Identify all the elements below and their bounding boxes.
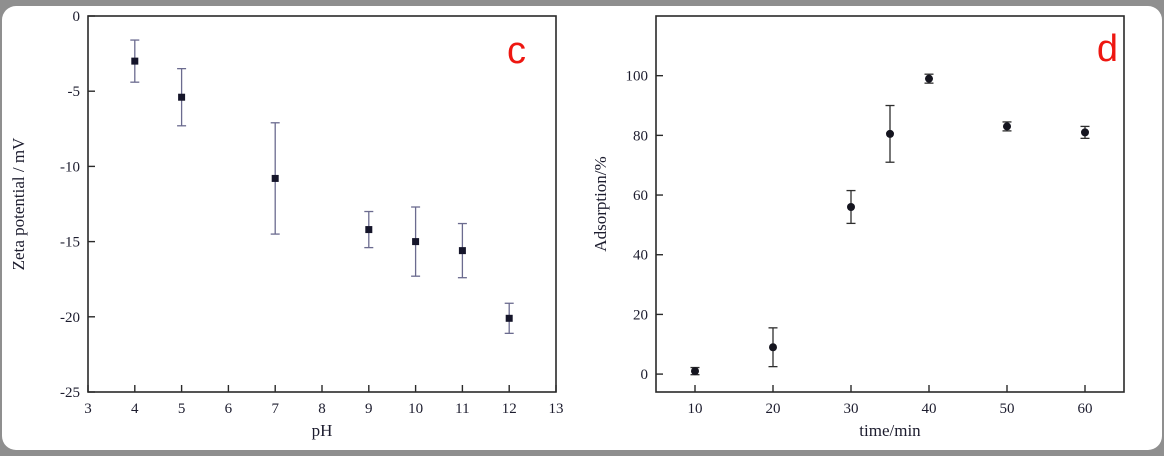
x-tick-label: 7 (271, 401, 279, 417)
x-tick-label: 6 (225, 401, 233, 417)
data-points (691, 74, 1089, 376)
x-tick-label: 50 (1000, 401, 1015, 417)
data-point (412, 238, 420, 246)
y-tick-label: -15 (60, 235, 80, 251)
y-tick-label: -25 (60, 385, 80, 401)
x-tick-label: 10 (408, 401, 423, 417)
data-point (847, 202, 855, 211)
chart-panel-c: 3 4 5 6 7 8 9 10 11 12 13 0 -5 -10 -15 -20 -25 pH Zeta pot… (2, 6, 584, 450)
data-point (1003, 122, 1011, 131)
x-tick-label: 4 (131, 401, 139, 417)
data-point (458, 247, 466, 255)
y-axis-ticks: 0 20 40 60 80 100 (626, 69, 663, 383)
error-bars (130, 39, 514, 334)
data-point (131, 57, 139, 65)
x-tick-label: 60 (1078, 401, 1093, 417)
adsorption-vs-time-chart: 10 20 30 40 50 60 0 20 40 60 80 100 time/min Adsorpti… (591, 15, 1125, 440)
error-bars (690, 73, 1090, 376)
y-tick-label: 0 (641, 367, 649, 383)
data-point (1081, 128, 1089, 137)
y-axis-label: Zeta potential / mV (9, 137, 28, 270)
y-tick-label: 80 (633, 128, 648, 144)
panel-label-d: d (1096, 28, 1118, 70)
data-point (178, 93, 186, 101)
x-axis-ticks: 3 4 5 6 7 8 9 10 11 12 13 (84, 385, 564, 417)
plot-frame (87, 15, 557, 393)
x-tick-label: 9 (365, 401, 373, 417)
data-point (886, 129, 894, 138)
figure-sheet: 3 4 5 6 7 8 9 10 11 12 13 0 -5 -10 -15 -20 -25 pH Zeta pot… (2, 6, 1162, 450)
x-tick-label: 3 (84, 401, 92, 417)
y-axis-ticks: 0 -5 -10 -15 -20 -25 (60, 9, 95, 401)
y-tick-label: 0 (73, 9, 81, 25)
y-tick-label: 100 (626, 69, 649, 85)
y-tick-label: -10 (60, 159, 80, 175)
x-tick-label: 30 (844, 401, 859, 417)
x-tick-label: 11 (455, 401, 469, 417)
x-axis-ticks: 10 20 30 40 50 60 (688, 385, 1093, 417)
x-tick-label: 8 (318, 401, 326, 417)
data-point (925, 74, 933, 83)
x-tick-label: 5 (178, 401, 186, 417)
data-point (271, 174, 279, 182)
x-axis-label: pH (312, 421, 333, 440)
data-point (769, 343, 777, 352)
x-tick-label: 10 (688, 401, 703, 417)
x-tick-label: 40 (922, 401, 937, 417)
y-tick-label: -20 (60, 310, 80, 326)
plot-frame (655, 15, 1125, 393)
data-point (505, 314, 513, 322)
y-axis-label: Adsorption/% (591, 156, 610, 251)
x-tick-label: 20 (766, 401, 781, 417)
y-tick-label: -5 (68, 84, 81, 100)
data-point (691, 367, 699, 376)
zeta-potential-vs-ph-chart: 3 4 5 6 7 8 9 10 11 12 13 0 -5 -10 -15 -20 -25 pH Zeta pot… (9, 9, 564, 440)
y-tick-label: 60 (633, 188, 648, 204)
x-tick-label: 12 (502, 401, 517, 417)
y-tick-label: 40 (633, 248, 648, 264)
panel-label-c: c (507, 30, 526, 72)
y-tick-label: 20 (633, 307, 648, 323)
x-tick-label: 13 (549, 401, 564, 417)
data-points (131, 57, 513, 322)
data-point (365, 226, 373, 234)
chart-panel-d: 10 20 30 40 50 60 0 20 40 60 80 100 time/min Adsorpti… (584, 6, 1164, 450)
x-axis-label: time/min (859, 421, 921, 440)
